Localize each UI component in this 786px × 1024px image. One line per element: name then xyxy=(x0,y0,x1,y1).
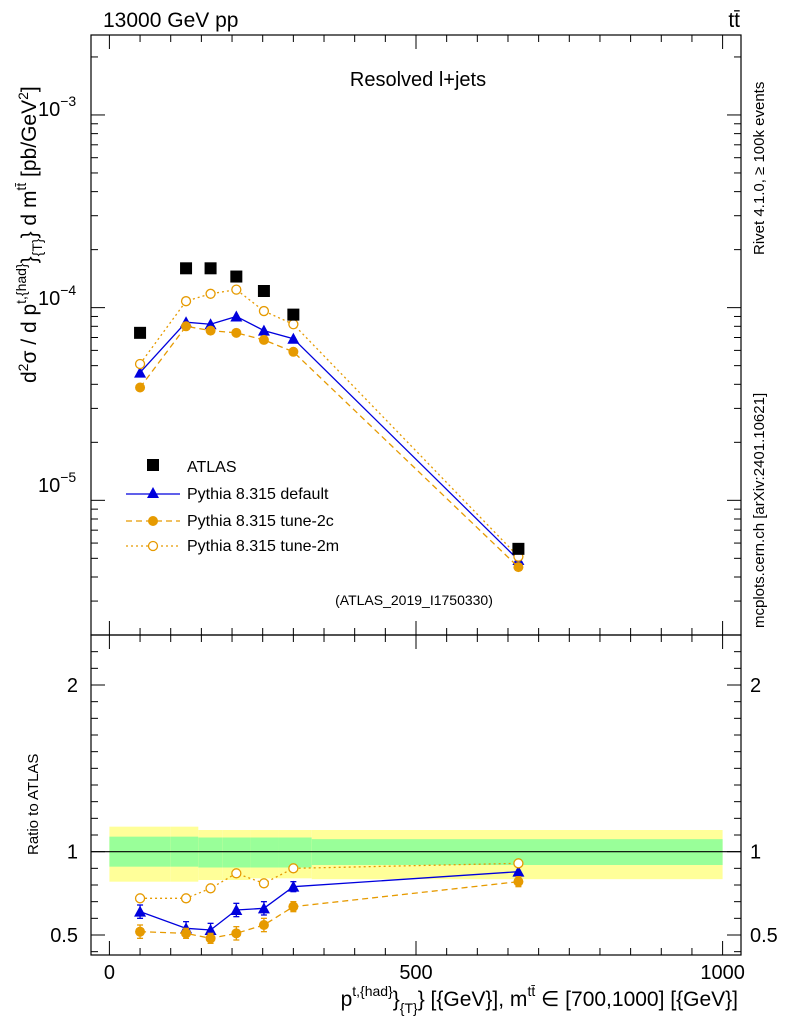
ytick-label-1e-3: 10−3 xyxy=(38,93,76,121)
data-point xyxy=(288,863,299,874)
data-point xyxy=(204,924,217,935)
data-point xyxy=(134,366,147,378)
data-point xyxy=(135,926,146,937)
ratio-plot-data xyxy=(134,858,525,944)
series-line xyxy=(140,881,519,939)
ratio-y-tick-label-right: 2 xyxy=(750,675,761,697)
ratio-plot-frame xyxy=(90,634,742,956)
legend-default-marker xyxy=(147,487,159,498)
legend-atlas-marker xyxy=(147,459,159,471)
legend-tune2c-label: Pythia 8.315 tune-2c xyxy=(187,513,334,530)
ytick-label-1e-4: 10−4 xyxy=(38,282,76,310)
data-point xyxy=(287,332,300,344)
data-point xyxy=(231,327,242,338)
main-plot-data xyxy=(134,262,525,573)
data-point xyxy=(257,284,270,297)
ratio-y-tick-label: 2 xyxy=(67,675,78,697)
data-point xyxy=(204,262,217,275)
data-point xyxy=(257,324,270,336)
data-point xyxy=(287,880,300,892)
main-y-axis-label: d2σ / d pt,{had}}{T}} d mtt̄ [pb/GeV2] xyxy=(13,86,45,383)
data-point xyxy=(288,901,299,912)
data-point xyxy=(134,893,146,904)
data-point xyxy=(512,542,525,555)
data-point xyxy=(513,876,524,887)
legend-default-label: Pythia 8.315 default xyxy=(187,486,329,503)
data-point xyxy=(258,920,269,930)
data-point xyxy=(181,321,192,332)
ratio-y-tick-label-right: 0.5 xyxy=(750,925,778,947)
header-energy-label: 13000 GeV pp xyxy=(103,9,238,32)
ytick-label-1e-5: 10−5 xyxy=(38,469,76,497)
ratio-uncertainty-bands xyxy=(91,826,741,882)
legend-tune2c-marker xyxy=(148,516,158,526)
data-point xyxy=(230,270,243,283)
ratio-y-tick-label: 0.5 xyxy=(50,925,78,947)
series-line xyxy=(139,325,519,568)
x-tick-label: 0 xyxy=(104,962,115,984)
legend-tune2m-marker xyxy=(147,540,159,552)
data-point xyxy=(134,326,147,339)
data-point xyxy=(205,325,216,336)
data-point xyxy=(288,319,299,330)
ratio-y-tick-label: 1 xyxy=(67,842,78,864)
data-point xyxy=(180,296,192,307)
data-point xyxy=(205,288,216,299)
data-point xyxy=(258,878,270,889)
x-tick-label: 1000 xyxy=(700,962,745,984)
data-point xyxy=(135,382,146,393)
ratio-y-tick-label-right: 1 xyxy=(750,842,761,864)
main-title: Resolved l+jets xyxy=(350,69,486,91)
analysis-id-label: (ATLAS_2019_I1750330) xyxy=(335,592,493,608)
inner-uncertainty-band xyxy=(278,837,312,868)
data-point xyxy=(180,262,193,275)
inner-uncertainty-band xyxy=(250,837,279,868)
main-axis-ticks xyxy=(91,35,741,636)
data-point xyxy=(181,928,192,939)
data-point xyxy=(287,308,300,321)
data-point xyxy=(205,883,216,894)
data-point xyxy=(231,928,242,939)
data-point xyxy=(180,893,192,904)
data-point xyxy=(258,334,269,345)
legend-atlas-label: ATLAS xyxy=(187,459,237,476)
data-point xyxy=(288,346,299,357)
data-point xyxy=(513,562,524,573)
header-process-label: tt̄ xyxy=(728,9,740,32)
data-point xyxy=(204,318,217,330)
data-point xyxy=(134,905,147,917)
x-tick-label: 500 xyxy=(399,962,432,984)
data-point xyxy=(258,305,270,317)
mcplots-label: mcplots.cern.ch [arXiv:2401.10621] xyxy=(751,393,768,628)
data-point xyxy=(512,865,525,877)
legend: ATLAS Pythia 8.315 default Pythia 8.315 … xyxy=(126,459,339,555)
data-point xyxy=(205,933,216,944)
data-point xyxy=(134,358,146,370)
data-point xyxy=(231,868,242,879)
data-point xyxy=(257,902,270,914)
rivet-version-label: Rivet 4.1.0, ≥ 100k events xyxy=(751,82,768,255)
data-point xyxy=(230,904,243,915)
data-point xyxy=(513,858,524,869)
inner-uncertainty-band xyxy=(198,837,223,868)
x-axis-label: pt,{had}}{T}} [{GeV}], mtt̄ ∈ [700,1000]… xyxy=(341,983,738,1016)
inner-uncertainty-band xyxy=(222,837,251,868)
legend-tune2m-label: Pythia 8.315 tune-2m xyxy=(187,538,339,555)
ratio-y-axis-label: Ratio to ATLAS xyxy=(25,754,42,855)
data-point xyxy=(231,284,242,295)
data-point xyxy=(230,310,243,322)
